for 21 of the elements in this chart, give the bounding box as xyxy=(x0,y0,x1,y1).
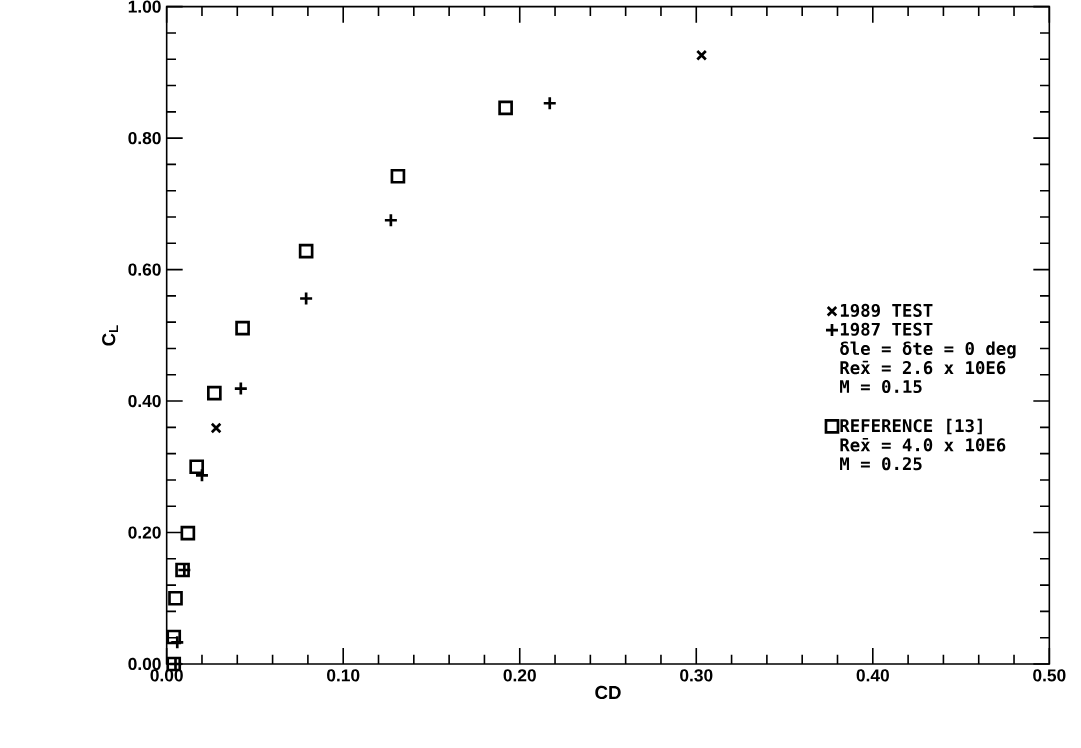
annotation: δle = δte = 0 deg xyxy=(840,341,1016,359)
y-tick-label: 0.20 xyxy=(128,526,161,539)
legend-label: REFERENCE [13] xyxy=(840,418,982,435)
x-tick-label: 0.20 xyxy=(503,669,536,682)
y-tick-label: 0.60 xyxy=(128,263,161,276)
x-tick-label: 0.40 xyxy=(856,669,889,682)
annotation: Rex̄ = 2.6 x 10E6 xyxy=(840,360,1006,375)
y-tick-label: 0.40 xyxy=(128,394,161,408)
y-tick-label: 0.00 xyxy=(128,657,161,671)
x-axis-title: CD xyxy=(595,685,621,700)
annotation: M = 0.25 xyxy=(840,457,922,471)
y-tick-label: 0.80 xyxy=(128,131,161,145)
y-axis-title: C$_{L}$ xyxy=(102,325,119,346)
x-tick-label: 0.10 xyxy=(327,669,360,682)
legend-label: 1989 TEST xyxy=(840,303,933,317)
y-tick-label: 1.00 xyxy=(128,0,161,13)
annotation: M = 0.15 xyxy=(840,379,922,394)
legend-label: 1987 TEST xyxy=(840,322,933,336)
annotation: Rex̄ = 4.0 x 10E6 xyxy=(840,437,1006,452)
x-tick-label: 0.50 xyxy=(1033,669,1066,682)
x-tick-label: 0.30 xyxy=(680,669,713,682)
